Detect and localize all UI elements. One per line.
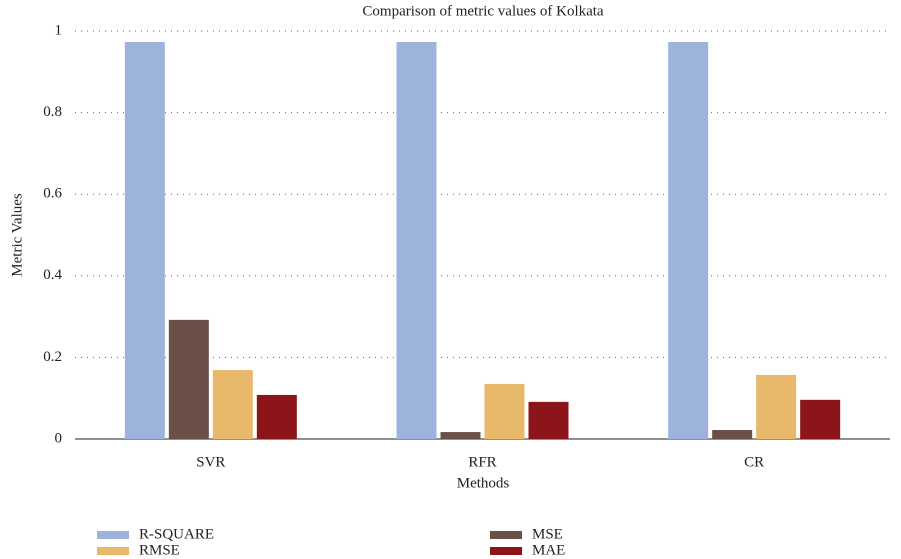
bar [528,401,569,439]
y-tick-label: 0.4 [43,267,62,283]
y-tick-label: 1 [55,22,63,38]
bar [668,42,709,440]
bar [484,383,525,439]
bar [256,394,297,439]
legend-label: MSE [532,526,563,542]
bar [168,319,209,439]
y-axis-label: Metric Values [9,193,25,277]
bar [712,430,753,439]
x-axis-label: Methods [457,475,510,491]
legend-swatch [490,547,522,555]
legend-swatch [490,531,522,539]
legend-swatch [97,547,129,555]
y-tick-label: 0.6 [43,186,62,202]
x-tick-label: RFR [468,454,496,470]
bar [440,432,481,439]
bar [800,399,841,439]
bar [124,42,165,440]
bar [212,370,253,439]
bar [756,374,797,439]
y-tick-label: 0 [55,430,63,446]
x-tick-label: SVR [196,454,225,470]
y-tick-label: 0.8 [43,104,62,120]
legend-swatch [97,531,129,539]
chart-title: Comparison of metric values of Kolkata [362,3,604,19]
x-tick-label: CR [744,454,764,470]
legend-label: MAE [532,542,565,558]
legend-label: R-SQUARE [139,526,214,542]
bar [396,42,437,440]
legend-label: RMSE [139,542,180,558]
y-tick-label: 0.2 [43,349,62,365]
